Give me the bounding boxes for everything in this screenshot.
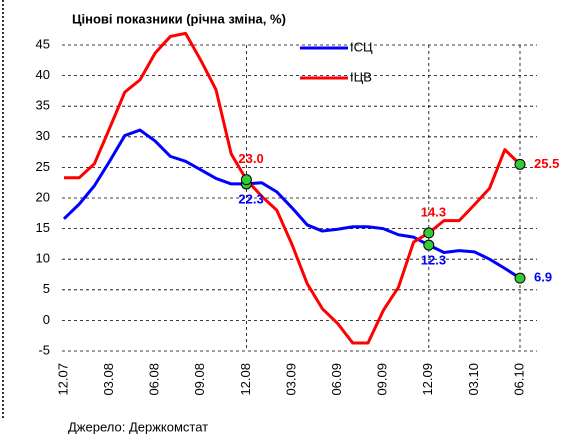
y-tick-label: 35 <box>36 98 50 113</box>
x-tick-label: 09.09 <box>375 363 390 396</box>
x-tick-label: 06.10 <box>511 363 526 396</box>
y-tick-label: 0 <box>43 312 50 327</box>
x-tick-label: 12.07 <box>55 363 70 396</box>
legend-label: ІСЦ <box>350 39 373 54</box>
x-tick-label: 12.09 <box>420 363 435 396</box>
point-marker <box>423 239 435 251</box>
data-label: 22.3 <box>238 191 263 206</box>
x-tick-label: 09.08 <box>192 363 207 396</box>
y-tick-label: 45 <box>36 36 50 51</box>
y-tick-label: 40 <box>36 67 50 82</box>
y-tick-label: 10 <box>36 251 50 266</box>
data-label: 14.3 <box>421 204 446 219</box>
point-marker <box>514 158 526 170</box>
x-tick-label: 12.08 <box>238 363 253 396</box>
data-label: 12.3 <box>421 253 446 268</box>
point-marker <box>514 272 526 284</box>
x-tick-label: 03.08 <box>101 363 116 396</box>
legend-label: ІЦВ <box>350 69 372 84</box>
x-tick-label: 06.09 <box>329 363 344 396</box>
y-tick-label: 25 <box>36 159 50 174</box>
x-tick-label: 03.09 <box>283 363 298 396</box>
y-tick-label: 5 <box>43 281 50 296</box>
point-marker <box>240 174 252 186</box>
data-label: 6.9 <box>534 270 552 285</box>
data-label: 25.5 <box>534 156 559 171</box>
data-label: 23.0 <box>238 151 263 166</box>
chart-title: Цінові показники (річна зміна, %) <box>72 11 286 26</box>
x-tick-label: 06.08 <box>147 363 162 396</box>
series-line <box>62 128 521 280</box>
source-note: Джерело: Держкомстат <box>68 419 208 434</box>
y-tick-label: 20 <box>36 189 50 204</box>
y-tick-label: 15 <box>36 220 50 235</box>
y-tick-label: -5 <box>38 342 50 357</box>
x-tick-label: 03.10 <box>466 363 481 396</box>
y-tick-label: 30 <box>36 128 50 143</box>
series-line <box>64 31 522 345</box>
point-marker <box>423 227 435 239</box>
